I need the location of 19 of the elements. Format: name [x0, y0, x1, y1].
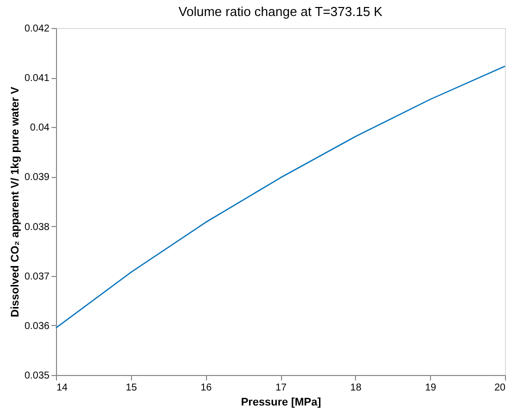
y-tick-label: 0.037 [24, 271, 50, 282]
chart-title: Volume ratio change at T=373.15 K [178, 4, 383, 19]
y-tick-label: 0.041 [24, 73, 50, 84]
x-tick-label: 15 [126, 382, 138, 394]
y-tick-label: 0.039 [24, 172, 50, 184]
y-axis-title: Dissolved CO₂ apparent V/ 1kg pure water V [9, 86, 22, 318]
x-tick-label: 20 [494, 382, 506, 394]
x-tick-label: 19 [425, 382, 437, 394]
y-tick-label: 0.036 [24, 320, 50, 332]
y-tick-label: 0.038 [24, 222, 50, 233]
y-tick-label: 0.04 [30, 122, 50, 134]
x-tick-label: 17 [275, 382, 287, 394]
y-tick-label: 0.042 [24, 24, 50, 34]
x-axis-title: Pressure [MPa] [240, 396, 322, 408]
line-series [55, 66, 506, 329]
x-tick-label: 16 [200, 382, 212, 394]
x-tick-label: 14 [56, 382, 68, 394]
y-tick-label: 0.035 [24, 370, 50, 382]
x-tick-label: 18 [350, 382, 362, 394]
